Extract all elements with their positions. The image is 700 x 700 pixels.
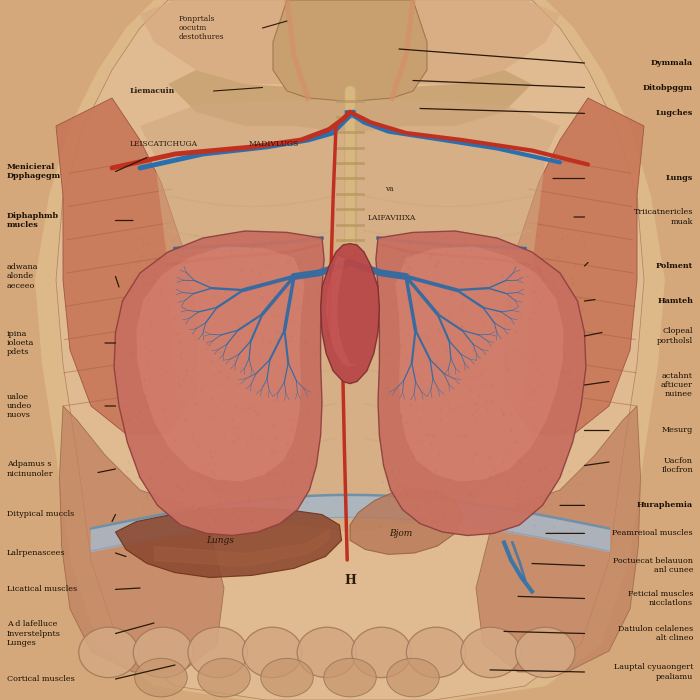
Text: Lungs: Lungs [206,536,235,545]
Text: Bjom: Bjom [389,529,412,538]
Text: ipina
ioloeta
pdets: ipina ioloeta pdets [7,330,34,356]
Ellipse shape [297,627,357,678]
Text: Huraphemia: Huraphemia [637,501,693,510]
Text: Adpamus s
nicinunoler: Adpamus s nicinunoler [7,461,54,477]
Polygon shape [350,489,462,554]
Text: va: va [385,185,394,193]
Polygon shape [476,406,640,672]
Text: A d lafelluce
Inverstelpnts
Lunges: A d lafelluce Inverstelpnts Lunges [7,620,61,647]
Text: Uacfon
Ilocfron: Uacfon Ilocfron [662,457,693,474]
Text: Peamreioal muscles: Peamreioal muscles [612,529,693,538]
Ellipse shape [78,627,139,678]
Text: Feticial muscles
nicclatlons: Feticial muscles nicclatlons [627,590,693,607]
Text: Lungs: Lungs [666,174,693,183]
Polygon shape [136,246,304,482]
Text: MADIVLUGS: MADIVLUGS [248,139,299,148]
Ellipse shape [406,627,466,678]
Text: Cortical muscles: Cortical muscles [7,675,75,683]
Text: Dymmala: Dymmala [651,59,693,67]
Ellipse shape [351,627,412,678]
Text: H: H [344,575,356,587]
Text: Mesurg: Mesurg [662,426,693,435]
Polygon shape [395,246,564,482]
Text: Liemacuin: Liemacuin [130,87,175,95]
Text: Hamteh: Hamteh [657,297,693,305]
Ellipse shape [133,627,192,678]
Polygon shape [504,98,644,434]
Text: Triicatnericles
muak: Triicatnericles muak [634,209,693,225]
Ellipse shape [260,658,314,697]
Text: ualoe
undeo
nuovs: ualoe undeo nuovs [7,393,32,419]
Ellipse shape [197,658,251,697]
Ellipse shape [515,627,575,678]
Polygon shape [321,244,379,384]
Polygon shape [376,231,586,536]
Text: Lugches: Lugches [656,109,693,118]
Polygon shape [35,0,665,700]
Ellipse shape [188,627,248,678]
Text: Licatical muscles: Licatical muscles [7,585,77,594]
Text: Lalrpenascees: Lalrpenascees [7,549,66,557]
Ellipse shape [243,627,302,678]
Ellipse shape [461,627,521,678]
Polygon shape [140,0,560,91]
Polygon shape [60,406,224,672]
Text: Polment: Polment [656,262,693,270]
Text: Datiulon celalenes
alt clineo: Datiulon celalenes alt clineo [618,625,693,642]
Text: LEISCATICHUGA: LEISCATICHUGA [130,139,197,148]
Text: Ditypical muccls: Ditypical muccls [7,510,74,519]
Polygon shape [273,0,427,102]
Text: Clopeal
portholsl: Clopeal portholsl [657,328,693,344]
Polygon shape [326,256,357,367]
Text: actahnt
afticuer
nuinee: actahnt afticuer nuinee [661,372,693,398]
Text: Diphaphmb
mucles: Diphaphmb mucles [7,212,59,229]
Text: adwana
alonde
aeceeo: adwana alonde aeceeo [7,263,38,290]
Ellipse shape [323,658,377,697]
Polygon shape [168,70,532,133]
Polygon shape [56,0,644,700]
Polygon shape [114,231,324,536]
Text: Menicieral
Dpphagegm: Menicieral Dpphagegm [7,163,61,180]
Ellipse shape [386,658,440,697]
Polygon shape [116,508,342,578]
Polygon shape [56,98,196,434]
Text: Poctuecat belauuon
anl cunee: Poctuecat belauuon anl cunee [613,557,693,574]
Text: Ponprtals
oocutm
destothures: Ponprtals oocutm destothures [178,15,224,41]
Ellipse shape [134,658,188,697]
Text: Ditobpggm: Ditobpggm [643,83,693,92]
Polygon shape [140,98,560,532]
Text: LAIFAVIIIXA: LAIFAVIIIXA [368,214,416,223]
Text: Lauptal cyuaongert
pealiamu: Lauptal cyuaongert pealiamu [614,664,693,680]
